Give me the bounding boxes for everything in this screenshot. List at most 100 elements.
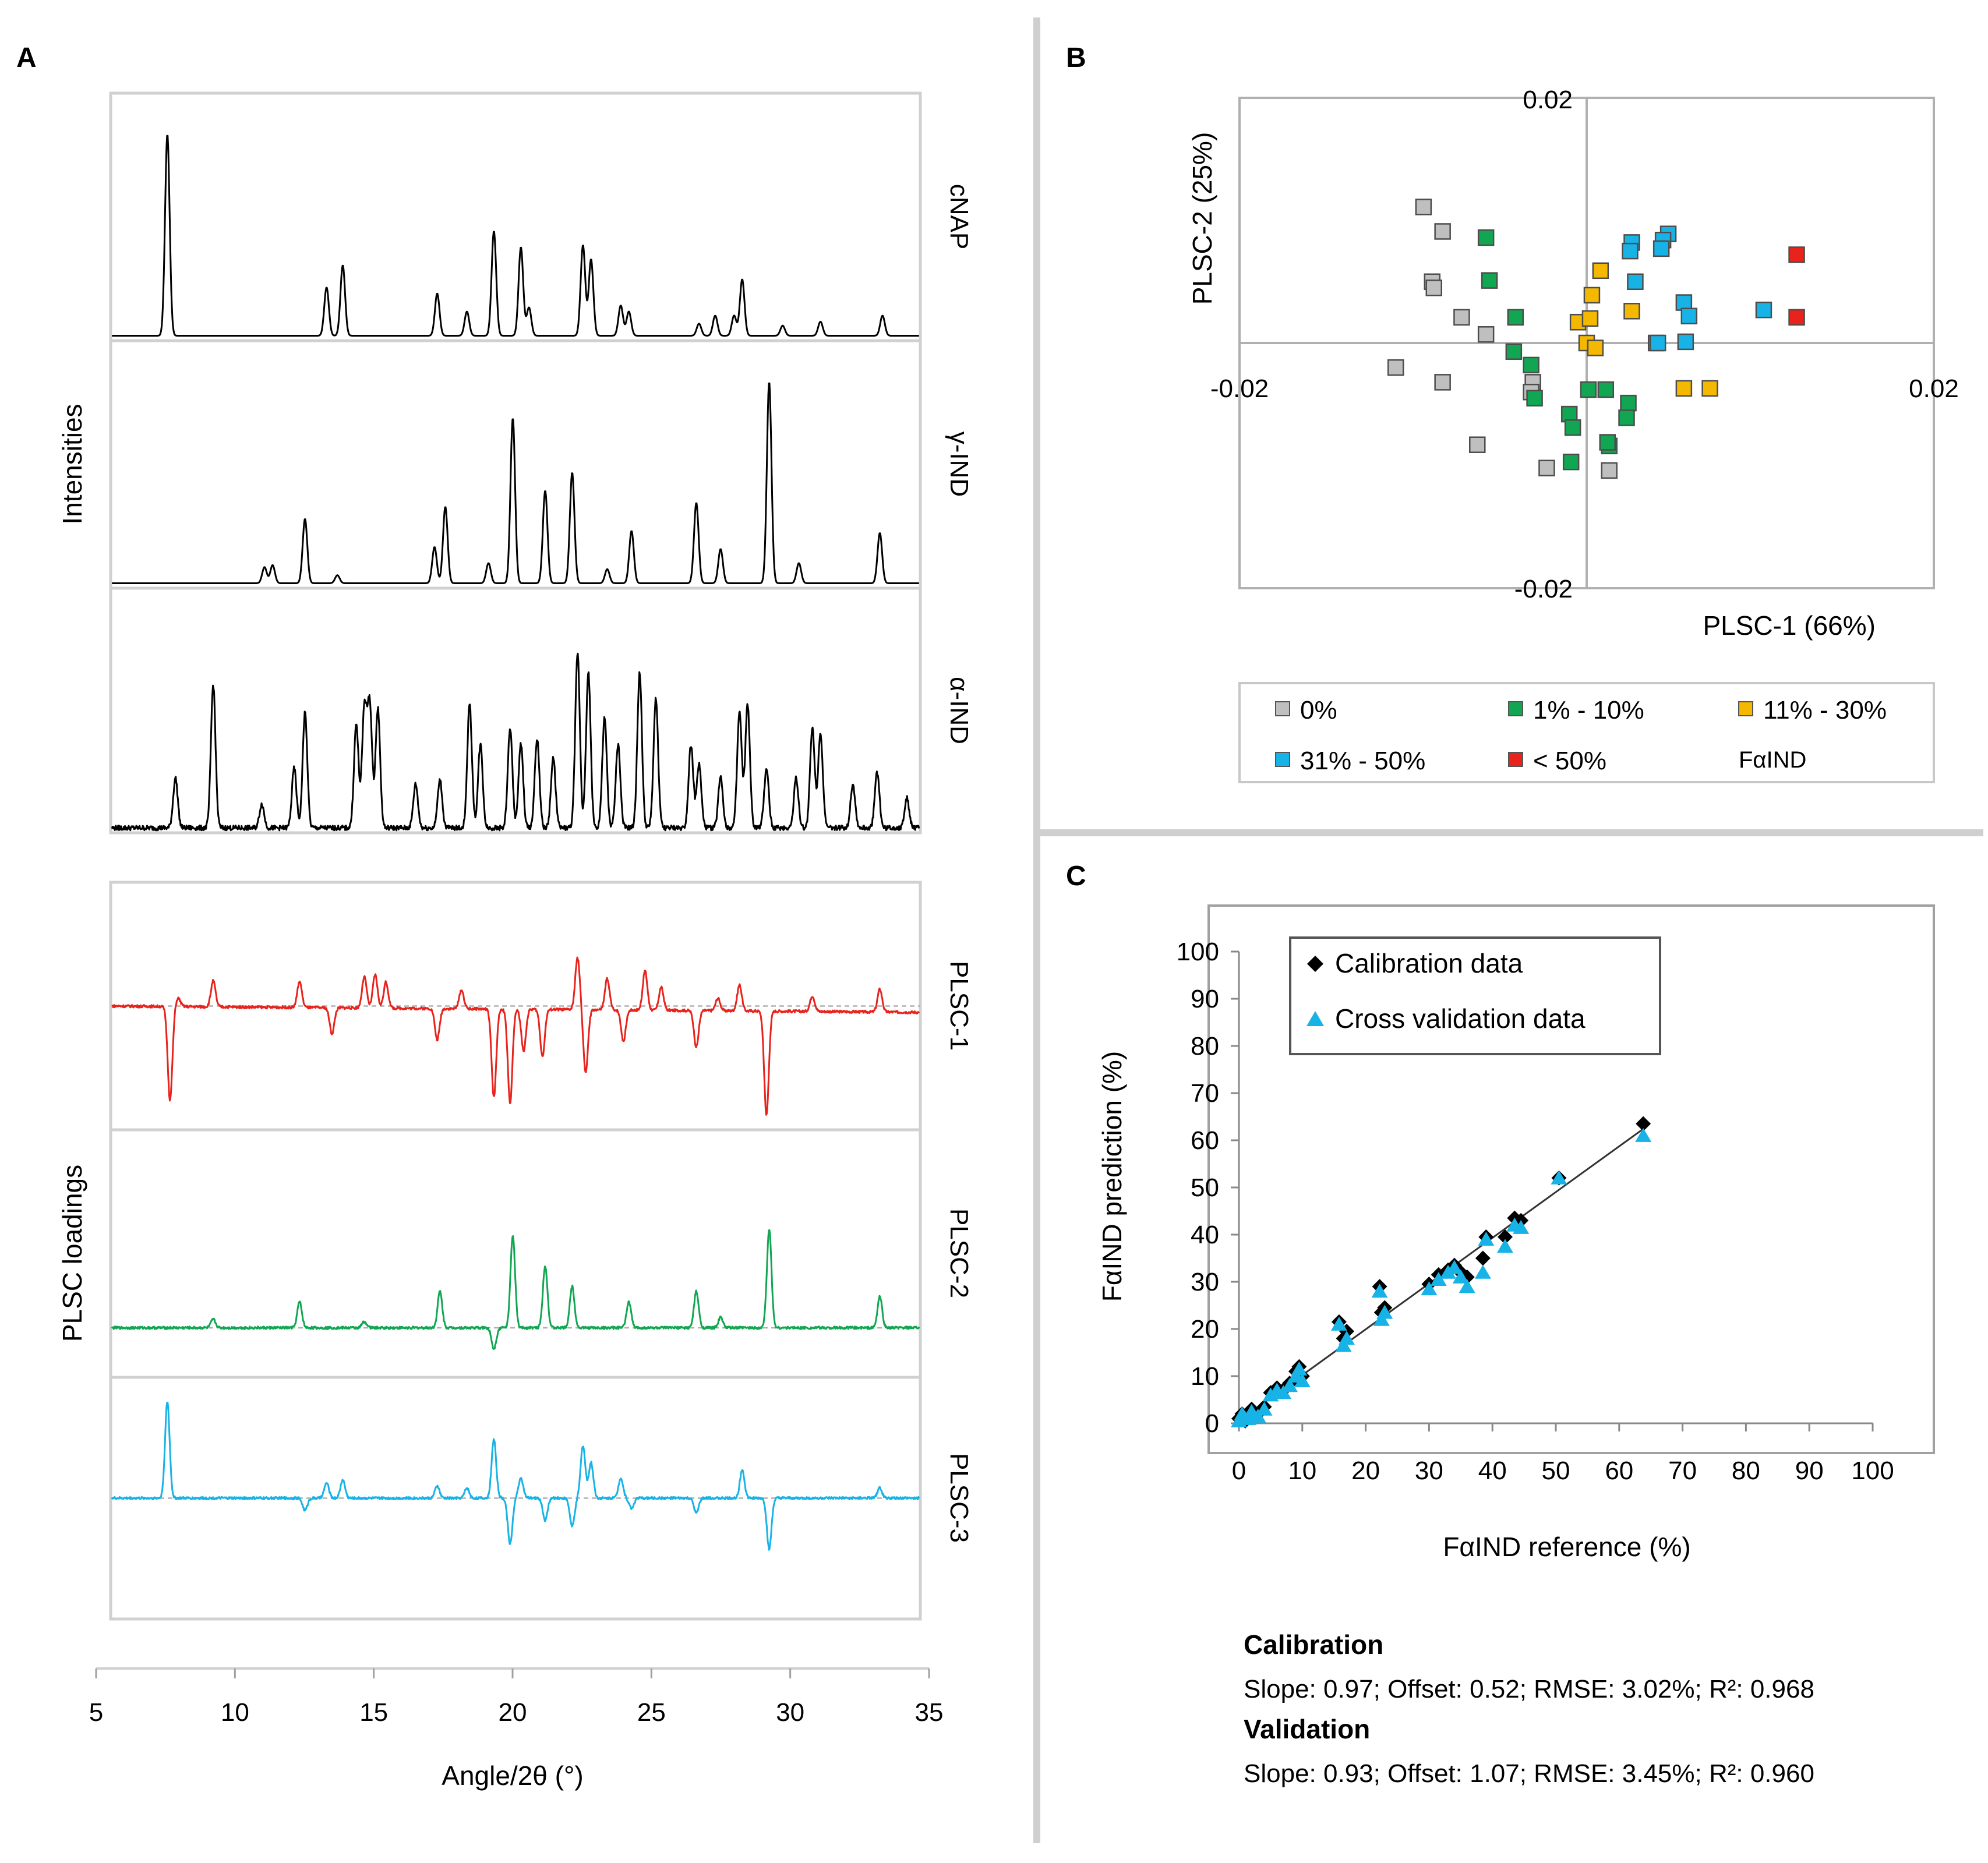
legend-label-calibration: Calibration data [1335,948,1523,978]
x-tick-label: 10 [221,1698,249,1727]
legend-label-4: < 50% [1533,747,1606,775]
validation-point [1446,1260,1463,1274]
y-tick-label: 50 [1191,1173,1219,1202]
series-label-plsc-3: PLSC-3 [945,1453,973,1543]
y-tick-label: 40 [1191,1221,1219,1249]
y-axis-label-intensities: Intensities [57,404,87,524]
x-tick-label: 80 [1732,1457,1760,1485]
validation-point [1330,1316,1347,1331]
panel-a-diffractograms: cNAP γ-IND α-IND PLSC-1 PLSC-2 PLSC-3 In… [57,91,973,1791]
score-point-1-10 [1580,381,1597,398]
plot-frame-c [1207,904,1935,1454]
curve-ind [111,652,920,832]
x-tick-label: 90 [1795,1457,1824,1485]
y-tick-label: 10 [1191,1362,1219,1391]
validation-point [1281,1378,1298,1392]
curve-plsc-2 [111,1229,920,1350]
score-point-0 [1538,459,1555,476]
validation-point [1430,1271,1447,1286]
y-tick-label: 90 [1191,985,1219,1013]
validation-point [1249,1408,1266,1423]
score-point-1-10 [1526,390,1543,406]
plot-frame-alpha-ind [109,586,922,835]
legend-swatch-1 [1508,701,1523,716]
series-label-cnap: cNAP [945,184,973,249]
panel-label-c: C [1066,861,1086,892]
score-point-1-10 [1523,356,1539,374]
validation-point [1459,1279,1475,1293]
legend-label-3: 31% - 50% [1300,747,1425,775]
score-point-1-10 [1477,229,1495,246]
score-point-1-10 [1562,453,1580,471]
validation-point [1335,1338,1352,1352]
score-point-0 [1477,326,1495,343]
y-tick-label: 30 [1191,1268,1219,1296]
y-tick-label: 60 [1191,1126,1219,1155]
score-point-31-50 [1680,307,1698,324]
y-tick-label: 70 [1191,1079,1219,1108]
score-point-1-10 [1505,343,1523,360]
calibration-point [1497,1229,1513,1245]
score-point-31-50 [1677,333,1694,351]
panel-label-a: A [16,43,37,73]
score-point-0 [1434,374,1451,391]
validation-point [1291,1361,1308,1376]
validation-point [1256,1401,1273,1416]
score-point-1-10 [1618,409,1635,426]
y-tick-label: 20 [1191,1315,1219,1344]
score-point-11-30 [1583,287,1601,304]
score-point-11-30 [1581,310,1599,327]
score-point-1-10 [1564,419,1581,436]
validation-point [1496,1239,1513,1253]
score-point-11-30 [1675,380,1693,397]
validation-point [1513,1219,1530,1234]
legend-swatch-3 [1275,752,1290,767]
curve-plsc-1 [111,956,920,1116]
score-point-31-50 [1652,240,1670,257]
validation-point [1478,1232,1495,1246]
score-point-31-50 [1627,273,1644,290]
legend-label-2: 11% - 30% [1763,696,1887,724]
score-point-1-10 [1620,394,1637,412]
panel-c-prediction-plot: 0 10 20 30 40 50 60 70 80 90 100 0 10 20 30 40 50 60 70 80 9… [1097,904,1935,1788]
x-tick-label: 25 [637,1698,666,1727]
x-tick-label: 5 [89,1698,103,1727]
calibration-point [1636,1116,1651,1132]
calibration-stats: Slope: 0.97; Offset: 0.52; RMSE: 3.02%; … [1244,1675,1814,1703]
score-point-1-10 [1599,434,1616,451]
score-point-11-30 [1587,340,1604,356]
legend-marker-cross-validation [1306,1011,1324,1026]
validation-point [1551,1170,1567,1185]
stats-block: Calibration Slope: 0.97; Offset: 0.52; R… [1244,1629,1814,1788]
validation-point [1635,1127,1652,1142]
series-label-gamma-ind: γ-IND [945,432,973,497]
x-tick-label: 30 [1415,1457,1443,1485]
validation-point [1452,1269,1469,1284]
x-max-label: 0.02 [1909,374,1959,403]
x-tick-label: 15 [359,1698,388,1727]
panel-label-b: B [1066,43,1086,73]
legend-frame [1289,936,1661,1055]
series-label-plsc-2: PLSC-2 [945,1208,973,1298]
curve-plsc-3 [111,1401,920,1551]
series-label-plsc-1: PLSC-1 [945,961,973,1051]
x-tick-label: 35 [915,1698,944,1727]
x-axis-title: PLSC-1 (66%) [1703,610,1876,641]
x-tick-label: 0 [1232,1457,1246,1485]
validation-stats: Slope: 0.93; Offset: 1.07; RMSE: 3.45%; … [1244,1759,1814,1788]
x-tick-label: 20 [1351,1457,1380,1485]
validation-point [1338,1331,1355,1345]
y-axis-label-plsc-loadings: PLSC loadings [57,1165,87,1342]
calibration-title: Calibration [1244,1629,1383,1660]
validation-point [1373,1311,1390,1326]
validation-point [1421,1281,1438,1296]
legend-label-cross-validation: Cross validation data [1335,1003,1586,1034]
legend-label-0: 0% [1300,696,1337,724]
legend-c: Calibration data Cross validation data [1289,936,1661,1055]
validation-point [1294,1373,1311,1388]
score-point-31-50 [1649,334,1666,352]
score-point-0 [1469,436,1486,453]
validation-point [1376,1305,1393,1319]
x-tick-label: 70 [1668,1457,1697,1485]
y-tick-label: 100 [1177,938,1219,966]
